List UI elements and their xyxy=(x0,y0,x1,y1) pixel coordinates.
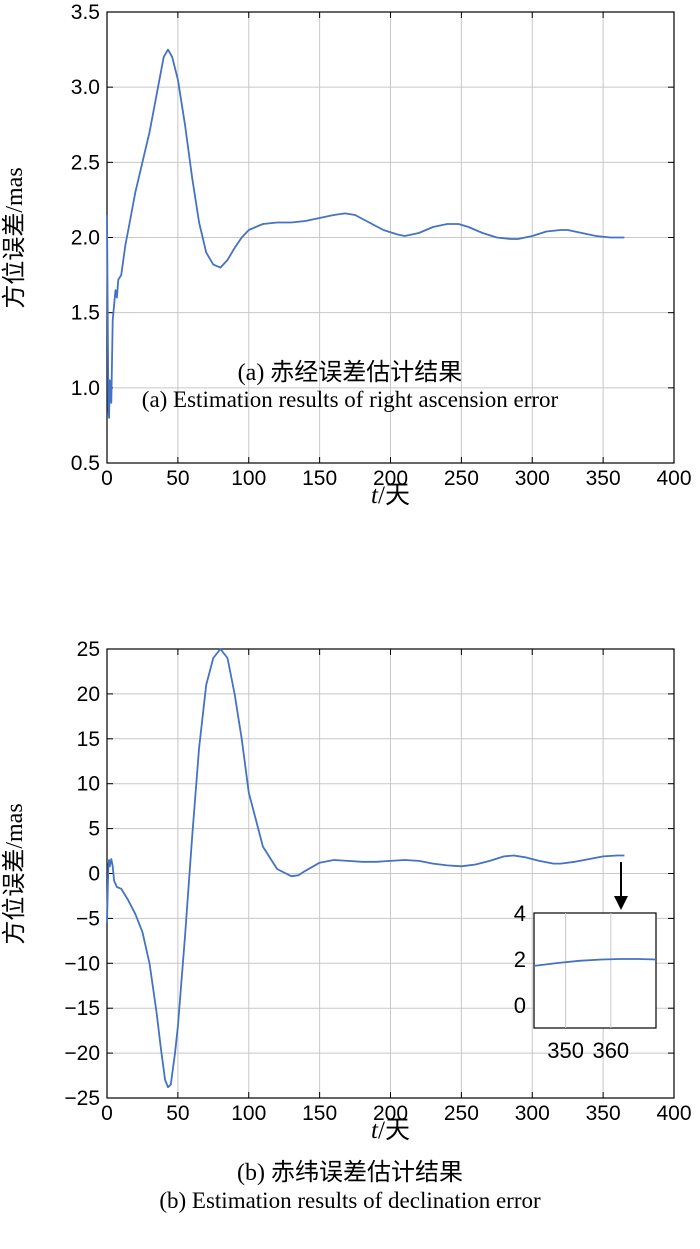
caption-a-zh: (a) 赤经误差估计结果 xyxy=(237,360,463,386)
series-line xyxy=(106,48,625,419)
y-tick-label: −10 xyxy=(64,952,100,975)
y-tick-label: 15 xyxy=(77,728,100,751)
x-tick-label: 200 xyxy=(373,467,408,490)
x-tick-label: 250 xyxy=(444,467,479,490)
y-tick-label: 25 xyxy=(77,638,100,661)
y-tick-label: 10 xyxy=(77,773,100,796)
y-tick-label: 1.5 xyxy=(71,302,100,325)
x-tick-label: 350 xyxy=(586,467,621,490)
caption-b-en: (b) Estimation results of declination er… xyxy=(159,1188,541,1213)
x-tick-label: 150 xyxy=(302,1102,337,1125)
inset-chart: 350 360 0 2 4 xyxy=(514,862,657,1063)
y-tick-label: −15 xyxy=(64,997,100,1020)
y-axis-label: 方位误差/mas xyxy=(1,803,28,944)
x-tick-label: 0 xyxy=(101,1102,113,1125)
x-axis-label-unit: /天 xyxy=(378,1117,410,1144)
x-tick-label: 100 xyxy=(231,1102,266,1125)
y-tick-label: 3.0 xyxy=(71,76,100,99)
x-tick-label: 150 xyxy=(302,467,337,490)
inset-y-tick-label: 0 xyxy=(514,993,526,1018)
x-tick-label: 50 xyxy=(166,1102,189,1125)
y-tick-label: −5 xyxy=(76,907,100,930)
y-axis-label: 方位误差/mas xyxy=(1,167,28,308)
y-tick-label: 2.5 xyxy=(71,151,100,174)
x-axis-label-unit: /天 xyxy=(378,482,410,509)
chart-b: 0 50 100 150 200 250 300 350 400−25−20−15−10−505… xyxy=(1,638,692,1144)
inset-x-tick-label: 360 xyxy=(592,1038,629,1063)
x-tick-label: 200 xyxy=(373,1102,408,1125)
x-tick-label: 300 xyxy=(515,1102,550,1125)
inset-series-line xyxy=(533,958,657,967)
y-tick-label: 5 xyxy=(88,818,100,841)
chart-a: 0 50 100 150 200 250 300 350 400 0.5 1.0 1.5 2.0 2.5 3… xyxy=(1,1,692,509)
inset-y-tick-label: 4 xyxy=(514,901,526,926)
x-axis-label-var: t xyxy=(371,482,379,509)
y-tick-label: 1.0 xyxy=(71,377,100,400)
inset-frame xyxy=(533,912,657,1029)
x-tick-label: 100 xyxy=(231,467,266,490)
inset-x-tick-label: 350 xyxy=(547,1038,584,1063)
y-tick-label: 3.5 xyxy=(71,1,100,24)
x-axis-label: t/天 xyxy=(371,482,410,509)
x-tick-label: 250 xyxy=(444,1102,479,1125)
x-tick-label: 400 xyxy=(656,1102,691,1125)
x-axis-label: t/天 xyxy=(371,1117,410,1144)
inset-arrow-head xyxy=(614,896,628,910)
y-tick-label: 20 xyxy=(77,683,100,706)
x-tick-label: 50 xyxy=(166,467,189,490)
x-tick-label: 400 xyxy=(656,467,691,490)
x-tick-label: 350 xyxy=(586,1102,621,1125)
y-tick-label: 2.0 xyxy=(71,227,100,250)
caption-b-zh: (b) 赤纬误差估计结果 xyxy=(237,1160,463,1186)
x-axis-label-var: t xyxy=(371,1117,379,1144)
x-tick-label: 300 xyxy=(515,467,550,490)
x-tick-label: 0 xyxy=(101,467,113,490)
caption-a-en: (a) Estimation results of right ascensio… xyxy=(141,387,559,412)
y-tick-label: −20 xyxy=(64,1042,100,1065)
y-tick-label: 0 xyxy=(88,863,100,886)
y-tick-label: 0.5 xyxy=(71,452,100,475)
series-line xyxy=(106,648,625,1089)
y-tick-label: −25 xyxy=(64,1087,100,1110)
inset-y-tick-label: 2 xyxy=(514,947,526,972)
